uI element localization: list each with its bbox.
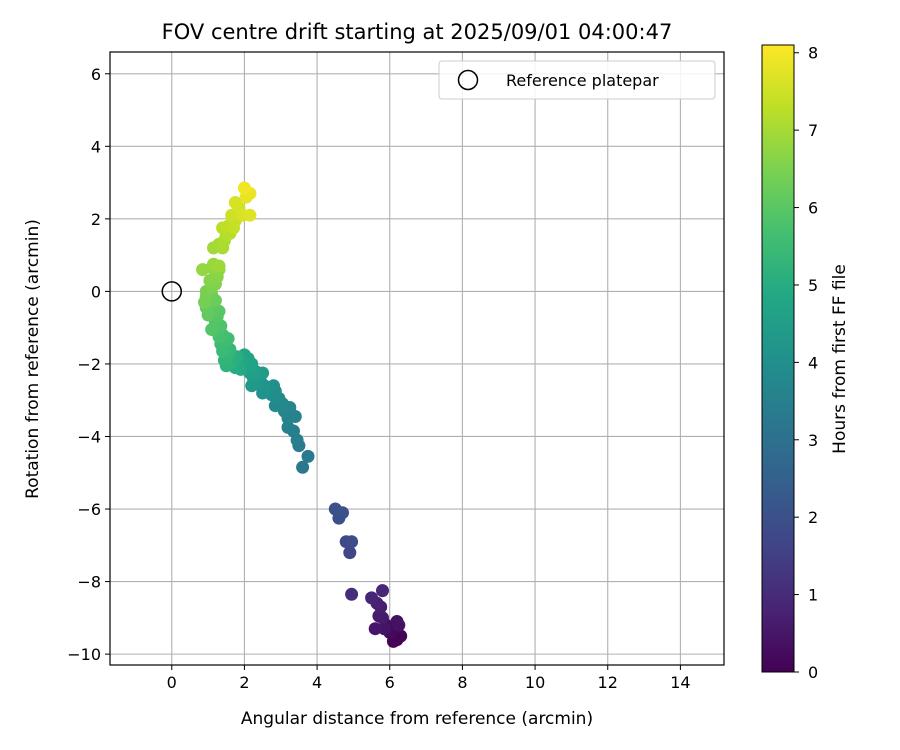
y-axis-label: Rotation from reference (arcmin) (23, 219, 43, 499)
x-axis-label: Angular distance from reference (arcmin) (241, 709, 593, 729)
colorbar-tick-label: 8 (808, 44, 818, 63)
x-tick-label: 10 (525, 673, 545, 692)
scatter-points (161, 181, 408, 648)
chart-title: FOV centre drift starting at 2025/09/01 … (162, 20, 673, 44)
scatter-point (198, 295, 211, 309)
colorbar-tick-label: 3 (808, 431, 818, 450)
colorbar-gradient (761, 44, 795, 673)
scatter-point (196, 263, 210, 277)
y-tick-label: 6 (91, 65, 101, 84)
x-tick-label: 2 (239, 673, 249, 692)
x-tick-label: 14 (670, 673, 690, 692)
scatter-point (365, 591, 379, 605)
y-tick-label: 2 (91, 210, 101, 229)
scatter-point (301, 449, 315, 463)
colorbar-tick-label: 7 (808, 121, 818, 140)
y-tick-label: −2 (77, 355, 101, 374)
colorbar-tick-label: 2 (808, 508, 818, 527)
x-tick-label: 0 (167, 673, 177, 692)
scatter-point (368, 622, 382, 636)
scatter-point (212, 259, 226, 273)
scatter-point (377, 622, 391, 636)
scatter-point (237, 181, 251, 195)
grid-lines (110, 52, 724, 665)
plot-frame (109, 51, 725, 666)
scatter-point (345, 535, 359, 549)
legend: Reference platepar (438, 60, 716, 100)
colorbar-ticks: 0 1 2 3 4 5 6 7 8 (794, 44, 818, 682)
x-tick-label: 8 (457, 673, 467, 692)
colorbar-tick-label: 6 (808, 199, 818, 218)
y-tick-label: 0 (91, 282, 101, 301)
colorbar-tick-label: 4 (808, 353, 818, 372)
colorbar-label: Hours from first FF file (830, 264, 850, 454)
reference-marker (161, 281, 183, 302)
y-tick-label: −8 (77, 573, 101, 592)
y-tick-label: −6 (77, 500, 101, 519)
colorbar: 0 1 2 3 4 5 6 7 8 Hours from first FF file (761, 44, 850, 682)
x-tick-label: 12 (598, 673, 618, 692)
colorbar-tick-label: 1 (808, 586, 818, 605)
scatter-point (345, 587, 359, 601)
axes: 0 2 4 6 8 10 12 14 −10 −8 −6 −4 −2 0 2 4 6 (67, 51, 725, 692)
legend-marker-reference (457, 69, 479, 91)
scatter-point (392, 618, 406, 632)
legend-box (438, 60, 716, 100)
colorbar-tick-label: 0 (808, 663, 818, 682)
scatter-point (336, 506, 349, 520)
scatter-point (296, 460, 310, 474)
scatter-point (343, 546, 357, 560)
y-tick-label: 4 (91, 137, 101, 156)
scatter-point (205, 323, 219, 336)
x-tick-label: 6 (385, 673, 395, 692)
scatter-point (228, 196, 242, 209)
scatter-point (376, 584, 389, 598)
y-tick-label: −10 (67, 645, 101, 664)
x-tick-label: 4 (312, 673, 322, 692)
colorbar-tick-label: 5 (808, 276, 818, 295)
y-tick-label: −4 (77, 427, 101, 446)
scatter-point (243, 208, 257, 222)
legend-entry-reference: Reference platepar (506, 71, 659, 90)
scatter-point (281, 420, 295, 434)
